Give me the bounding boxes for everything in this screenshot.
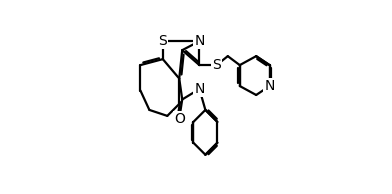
Text: N: N [265, 79, 275, 93]
Text: O: O [174, 112, 185, 126]
Text: S: S [212, 58, 221, 72]
Text: N: N [194, 34, 205, 48]
Text: S: S [158, 34, 167, 48]
Text: N: N [194, 82, 205, 96]
